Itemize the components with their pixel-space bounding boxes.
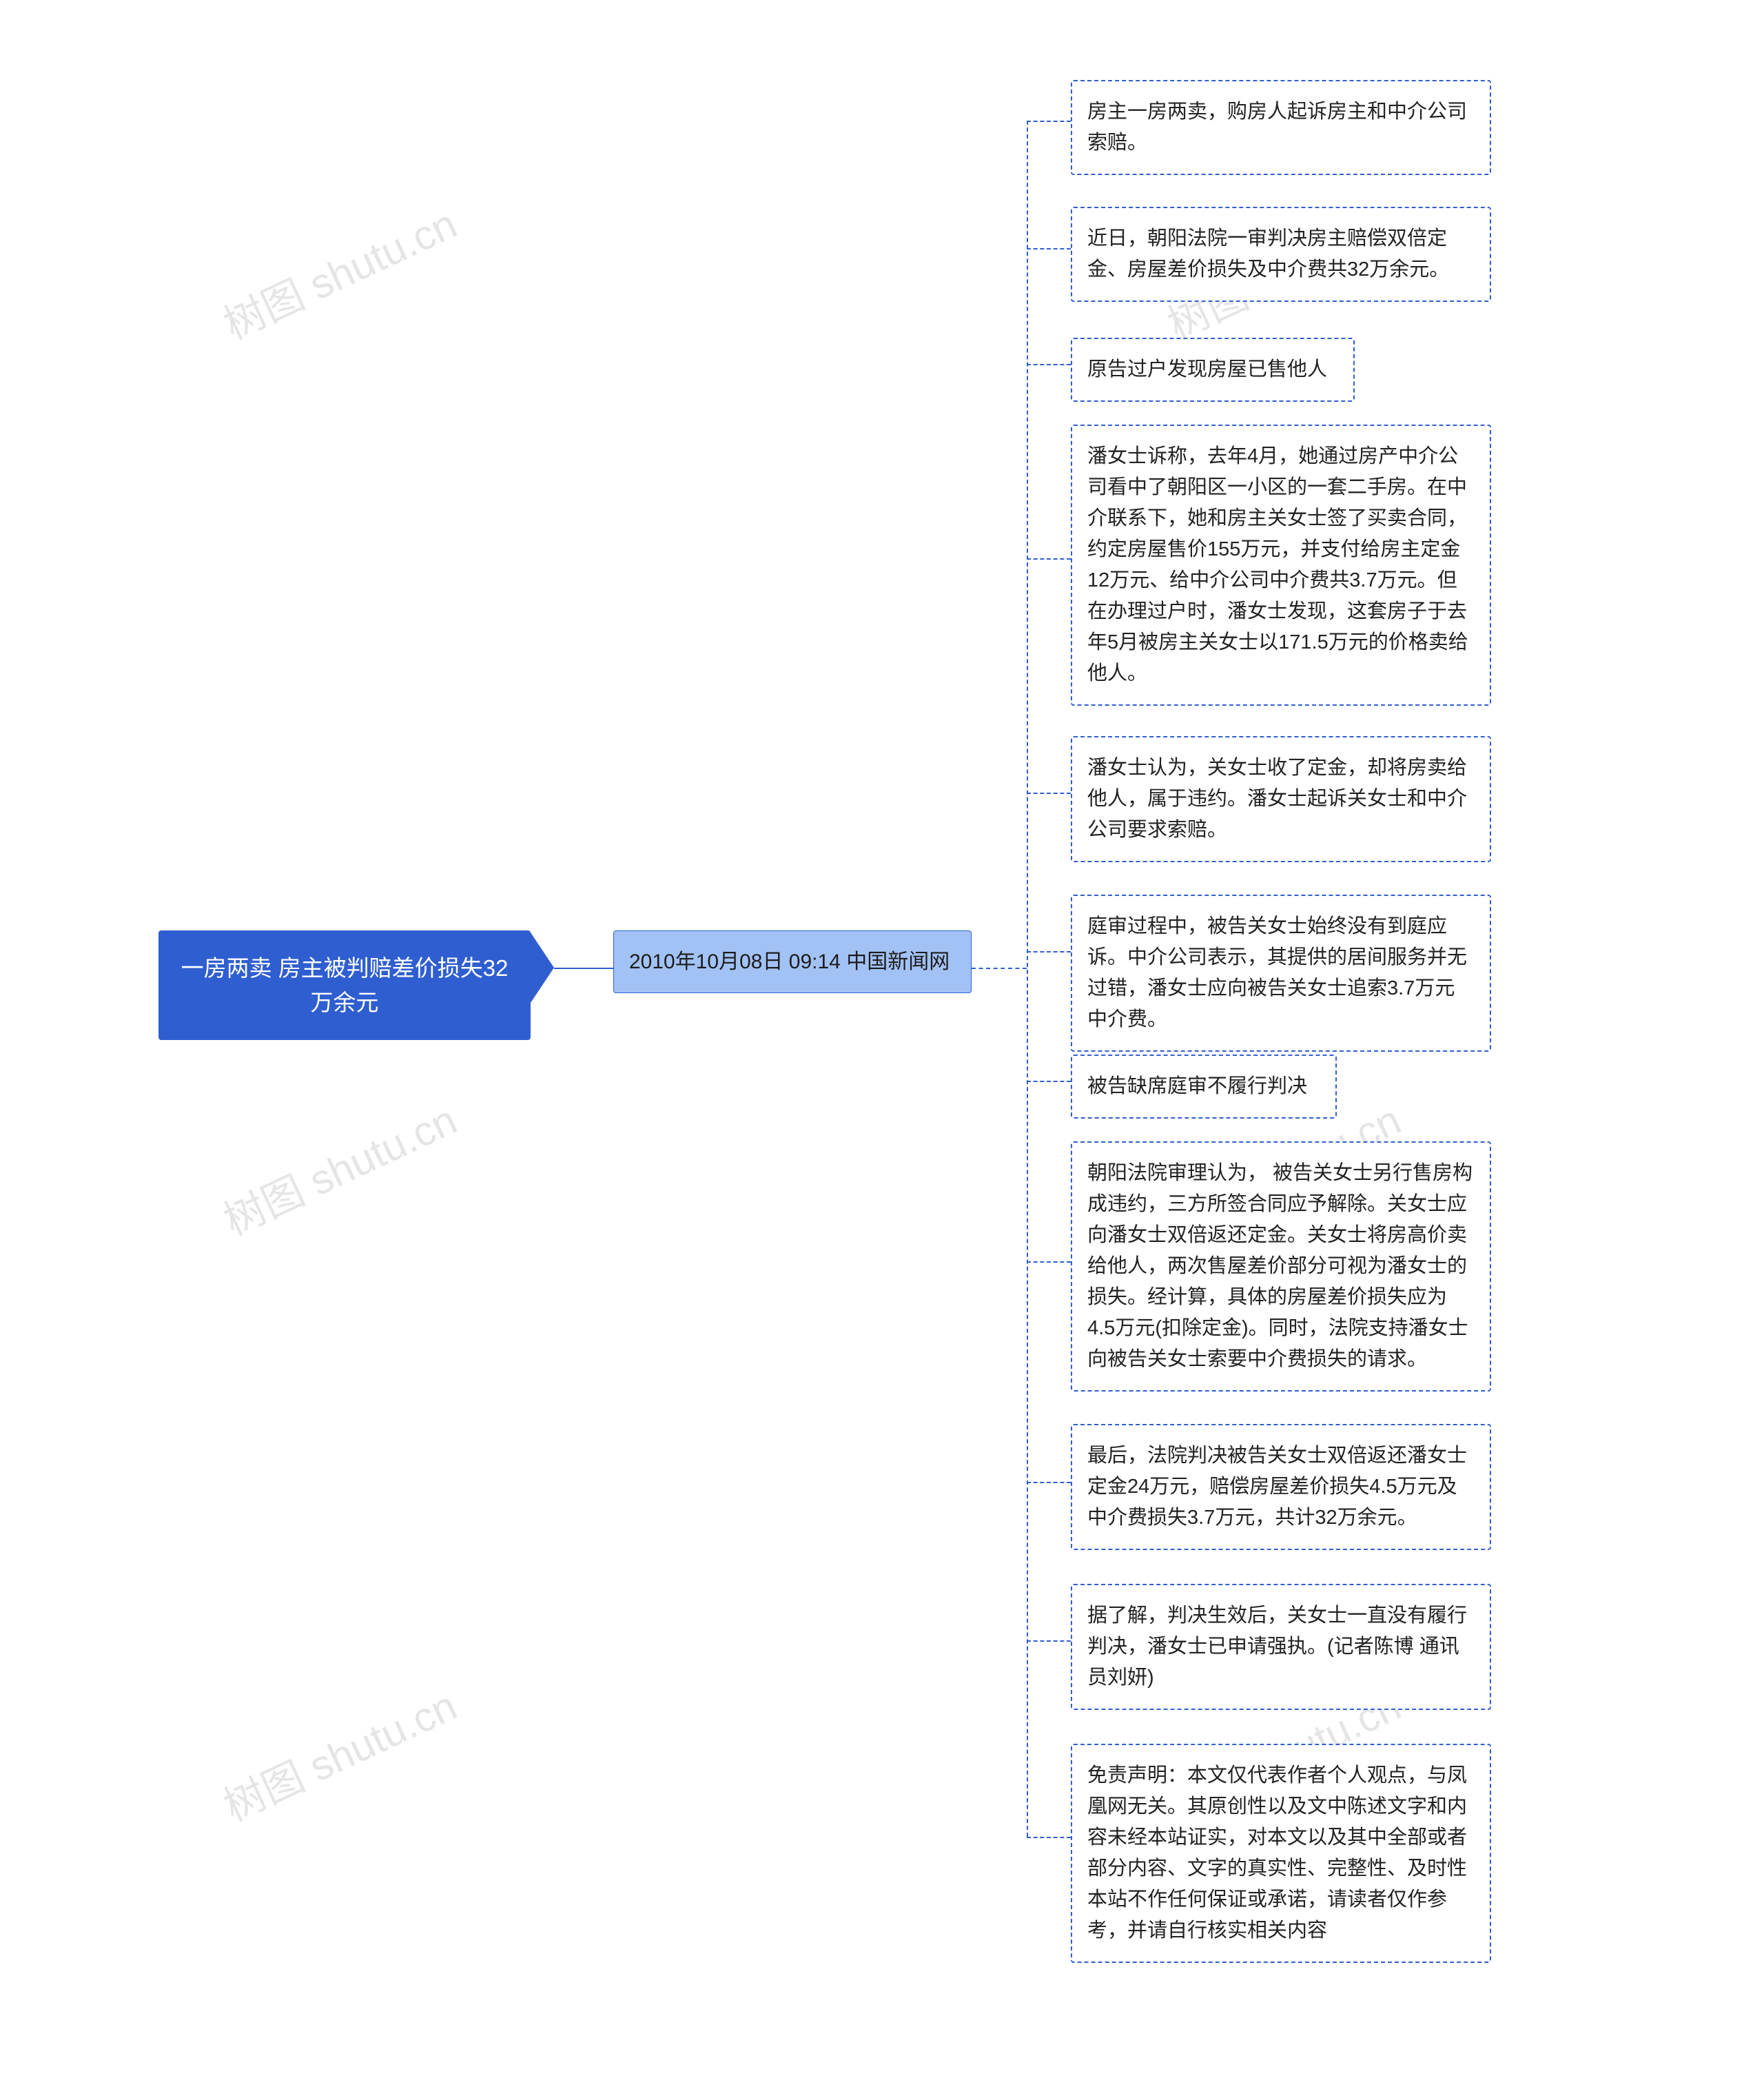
connector	[1027, 1837, 1071, 1838]
leaf-node[interactable]: 原告过户发现房屋已售他人	[1071, 338, 1355, 402]
watermark: 树图 shutu.cn	[213, 191, 465, 351]
leaf-node[interactable]: 潘女士诉称，去年4月，她通过房产中介公司看中了朝阳区一小区的一套二手房。在中介联…	[1071, 425, 1491, 706]
leaf-node[interactable]: 潘女士认为，关女士收了定金，却将房卖给他人，属于违约。潘女士起诉关女士和中介公司…	[1071, 736, 1491, 862]
watermark: 树图 shutu.cn	[213, 1087, 465, 1247]
watermark: 树图 shutu.cn	[213, 1673, 465, 1833]
leaf-node[interactable]: 朝阳法院审理认为， 被告关女士另行售房构成违约，三方所签合同应予解除。关女士应向…	[1071, 1141, 1491, 1392]
leaf-node[interactable]: 据了解，判决生效后，关女士一直没有履行判决，潘女士已申请强执。(记者陈博 通讯员…	[1071, 1584, 1491, 1710]
connector	[972, 968, 1027, 969]
connector	[1027, 558, 1071, 560]
leaf-node[interactable]: 庭审过程中，被告关女士始终没有到庭应诉。中介公司表示，其提供的居间服务并无过错，…	[1071, 895, 1491, 1052]
connector	[1027, 1640, 1071, 1642]
connector	[554, 968, 613, 969]
mindmap-canvas: 树图 shutu.cn 树图 shutu.cn 树图 shutu.cn 树图 s…	[0, 0, 1764, 2078]
connector	[1027, 951, 1071, 953]
connector	[1027, 364, 1071, 365]
root-arrow-icon	[529, 930, 554, 1005]
connector	[1027, 248, 1071, 249]
connector	[1027, 793, 1071, 794]
connector	[1027, 121, 1028, 1837]
leaf-node[interactable]: 近日，朝阳法院一审判决房主赔偿双倍定金、房屋差价损失及中介费共32万余元。	[1071, 207, 1491, 302]
root-node[interactable]: 一房两卖 房主被判赔差价损失32万余元	[158, 930, 531, 1040]
leaf-node[interactable]: 被告缺席庭审不履行判决	[1071, 1055, 1337, 1119]
connector	[1027, 1482, 1071, 1483]
leaf-node[interactable]: 最后，法院判决被告关女士双倍返还潘女士定金24万元，赔偿房屋差价损失4.5万元及…	[1071, 1424, 1491, 1550]
leaf-node[interactable]: 房主一房两卖，购房人起诉房主和中介公司索赔。	[1071, 80, 1491, 175]
connector	[1027, 121, 1071, 122]
connector	[1027, 1261, 1071, 1263]
leaf-node[interactable]: 免责声明：本文仅代表作者个人观点，与凤凰网无关。其原创性以及文中陈述文字和内容未…	[1071, 1744, 1491, 1963]
connector	[1027, 1081, 1071, 1082]
child-node[interactable]: 2010年10月08日 09:14 中国新闻网	[613, 930, 972, 993]
